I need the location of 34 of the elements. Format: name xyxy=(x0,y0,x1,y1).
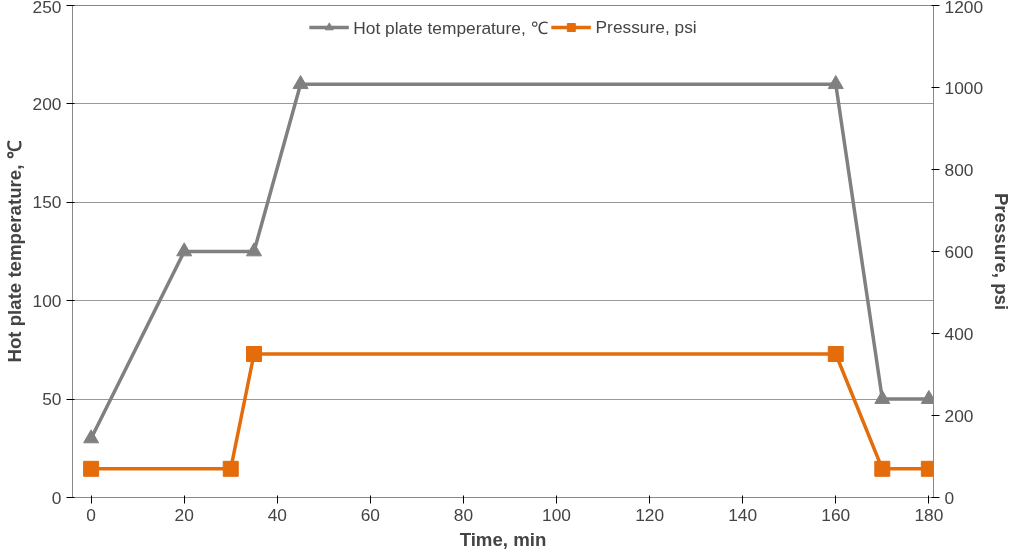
point xyxy=(827,75,844,90)
y2-tick-label: 1000 xyxy=(944,77,984,98)
y-tick-label: 250 xyxy=(32,0,62,17)
point xyxy=(874,389,891,404)
x-tick-label: 120 xyxy=(635,504,665,525)
y2-tick-label: 0 xyxy=(944,487,955,508)
y-tick-label: 50 xyxy=(42,389,62,410)
point xyxy=(83,429,100,444)
x-tick-label: 60 xyxy=(360,504,380,525)
y-tick-label: 0 xyxy=(51,487,62,508)
y2-tick-label: 1200 xyxy=(944,0,984,17)
point xyxy=(246,242,263,257)
x-axis-title: Time, min xyxy=(459,528,547,550)
y2-tick-label: 800 xyxy=(944,159,974,180)
point xyxy=(292,75,309,90)
x-tick-label: 160 xyxy=(821,504,851,525)
y2-axis-title: Pressure, psi xyxy=(991,192,1013,311)
legend-label: Pressure, psi xyxy=(595,16,697,38)
y-tick-label: 200 xyxy=(32,93,62,114)
y2-tick-label: 600 xyxy=(944,241,974,262)
x-tick-label: 140 xyxy=(728,504,758,525)
y-axis-title: Hot plate temperature, ℃ xyxy=(3,140,25,363)
legend-label: Hot plate temperature, ℃ xyxy=(353,17,548,39)
y2-tick-label: 400 xyxy=(944,323,974,344)
x-tick-label: 100 xyxy=(542,504,571,525)
y-tick-label: 150 xyxy=(32,192,62,213)
x-tick-label: 180 xyxy=(914,504,944,525)
x-tick-label: 0 xyxy=(86,504,96,525)
y2-tick-label: 200 xyxy=(944,405,974,426)
x-tick-label: 20 xyxy=(174,504,194,525)
x-tick-label: 40 xyxy=(267,504,287,525)
point xyxy=(176,242,193,257)
y-tick-label: 100 xyxy=(32,290,62,311)
x-tick-label: 80 xyxy=(453,504,474,525)
